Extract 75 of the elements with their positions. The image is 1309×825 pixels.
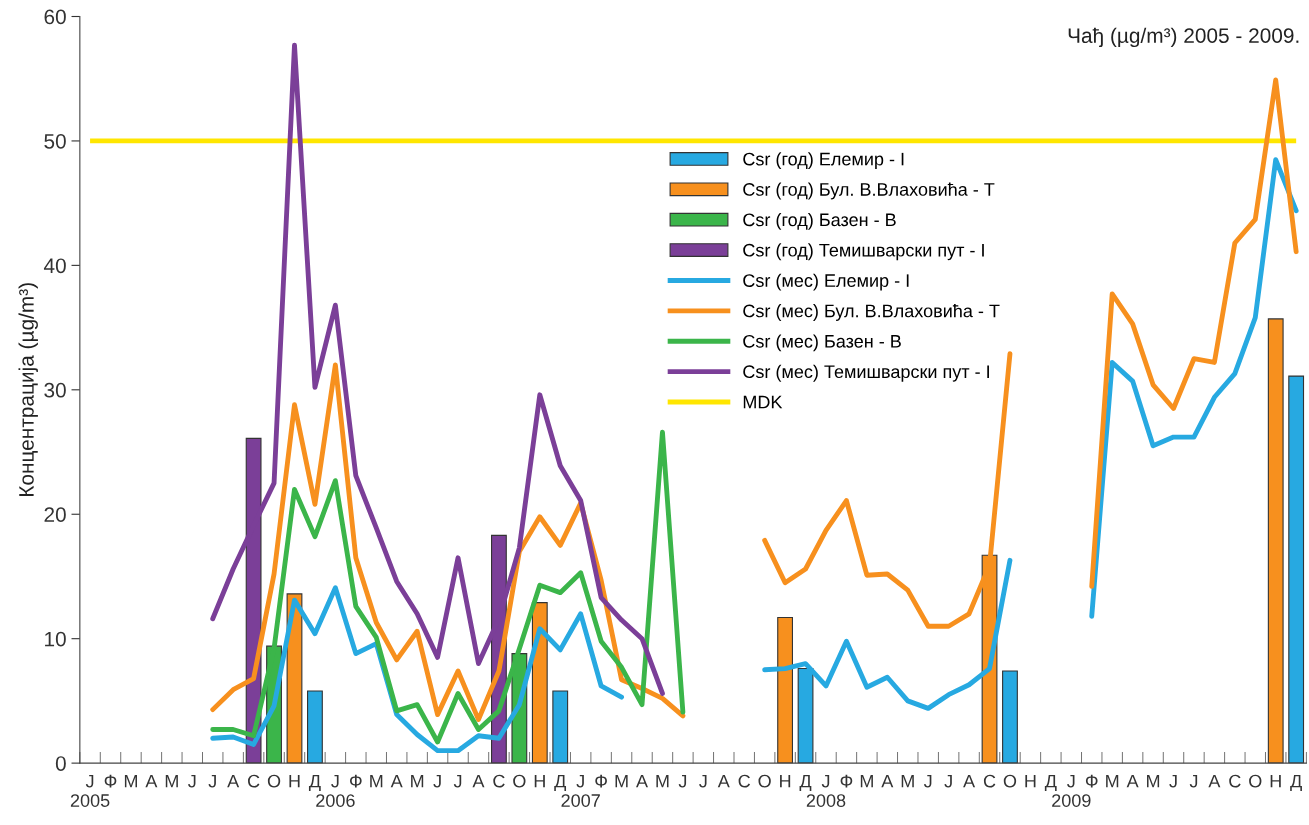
x-tick-label: Ј <box>1189 774 1198 788</box>
x-tick-label: М <box>656 774 669 788</box>
x-tick-label: Ф <box>1085 774 1098 788</box>
x-tick-label: А <box>1208 774 1221 788</box>
legend-label: Csr (год) Бул. В.Влаховића - Т <box>743 182 995 200</box>
x-tick-label: Н <box>1025 774 1036 788</box>
y-axis-title: Концентрација (µg/m³) <box>18 283 38 497</box>
x-tick-label: Н <box>534 774 545 788</box>
y-tick-label: 60 <box>44 9 66 25</box>
bar <box>1002 670 1018 764</box>
legend-label: MDK <box>743 395 783 409</box>
x-tick-label: М <box>411 774 424 788</box>
x-tick-label: Ф <box>595 774 607 788</box>
x-tick-label: О <box>267 774 281 788</box>
bar <box>531 602 548 764</box>
x-tick-label: А <box>1126 774 1139 788</box>
x-tick-label: С <box>1229 774 1241 788</box>
x-tick-label: С <box>983 774 996 788</box>
x-tick-label: С <box>738 774 751 788</box>
x-tick-label: А <box>717 774 730 788</box>
x-tick-label: М <box>370 774 383 788</box>
legend-label: Csr (год) Базен - В <box>743 212 896 230</box>
x-tick-label: Н <box>1270 774 1281 788</box>
bar <box>1267 318 1284 764</box>
legend-label: Csr (мес) Елемир - I <box>743 273 909 291</box>
x-tick-label: М <box>860 774 873 788</box>
x-tick-label: С <box>248 774 260 788</box>
x-tick-label: М <box>124 774 137 788</box>
bar <box>307 690 323 764</box>
x-tick-label: Н <box>289 774 300 788</box>
x-tick-label: О <box>513 774 526 788</box>
y-tick-label: 20 <box>44 507 66 522</box>
x-tick-label: С <box>493 774 505 788</box>
x-tick-label: О <box>1249 774 1262 788</box>
bar <box>1288 375 1305 764</box>
legend-label: Csr (год) Темишварски пут - I <box>743 243 984 261</box>
x-tick-label: М <box>901 774 914 788</box>
x-tick-label: А <box>227 774 240 788</box>
legend-label: Csr (год) Елемир - I <box>743 152 904 170</box>
y-tick-label: 10 <box>45 631 66 647</box>
x-tick-label: А <box>963 774 976 788</box>
legend-label: Csr (мес) Бул. В.Влаховића - Т <box>743 304 1000 321</box>
x-tick-label: Ф <box>840 774 853 788</box>
x-tick-label: Ј <box>188 774 196 788</box>
bar <box>777 616 794 764</box>
x-tick-label: О <box>758 774 771 788</box>
x-tick-label: Ј <box>699 774 707 788</box>
x-tick-label: Ј <box>944 774 952 788</box>
legend-label: Csr (мес) Базен - В <box>743 334 901 352</box>
x-tick-label: Ј <box>453 774 462 788</box>
x-tick-label: Ј <box>923 774 932 788</box>
x-tick-label: О <box>1003 774 1017 788</box>
x-tick-label: Ј <box>678 774 687 788</box>
x-tick-label: М <box>1106 774 1119 788</box>
x-tick-label: Ф <box>350 774 362 788</box>
y-tick-label: 0 <box>55 756 66 771</box>
legend-label: Csr (мес) Темишварски пут - I <box>743 364 989 382</box>
bar <box>552 690 569 764</box>
y-tick-label: 40 <box>43 258 66 274</box>
y-tick-label: 30 <box>44 382 66 398</box>
x-tick-label: М <box>165 774 178 788</box>
x-tick-label: А <box>390 774 403 788</box>
x-tick-label: Д <box>1290 774 1302 791</box>
x-tick-label: М <box>1147 774 1160 788</box>
x-tick-label: А <box>145 774 158 788</box>
x-tick-label: Ј <box>433 774 441 788</box>
x-tick-label: А <box>881 774 894 788</box>
x-tick-label: Н <box>780 774 791 788</box>
x-tick-label: Ј <box>208 774 216 788</box>
x-tick-label: М <box>615 774 628 788</box>
text: Чађ (µg/m³) 2005 - 2009. <box>1068 27 1299 48</box>
x-tick-label: А <box>636 774 648 788</box>
x-tick-label: Ј <box>1169 774 1177 788</box>
y-tick-label: 50 <box>44 133 66 149</box>
x-tick-label: А <box>472 774 485 788</box>
